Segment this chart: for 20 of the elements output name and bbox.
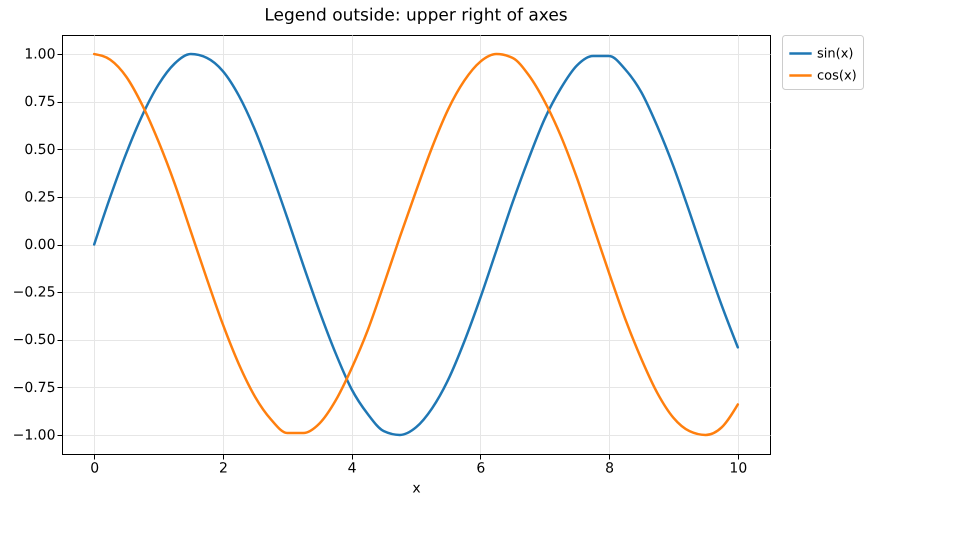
chart-title: Legend outside: upper right of axes bbox=[264, 6, 568, 26]
legend-label: cos(x) bbox=[817, 68, 857, 84]
x-tick-label: 10 bbox=[729, 460, 748, 476]
y-tick-label: 0.25 bbox=[24, 189, 56, 206]
y-tick-label: −0.50 bbox=[12, 332, 56, 348]
line-series bbox=[92, 52, 740, 436]
y-tick-label: 0.75 bbox=[24, 94, 56, 110]
y-tick-label: 0.50 bbox=[24, 142, 56, 158]
x-tick-label: 0 bbox=[90, 460, 100, 476]
y-tick-label: −0.25 bbox=[12, 284, 56, 301]
x-axis-title: x bbox=[412, 480, 421, 496]
x-tick-label: 6 bbox=[476, 460, 486, 476]
legend-label: sin(x) bbox=[817, 46, 854, 62]
y-tick-label: 1.00 bbox=[24, 46, 56, 63]
y-tick-label: −1.00 bbox=[12, 427, 56, 444]
y-tick-label: −0.75 bbox=[12, 380, 56, 396]
x-tick-label: 2 bbox=[218, 460, 228, 476]
x-tick-label: 4 bbox=[348, 460, 357, 476]
x-tick-label: 8 bbox=[605, 460, 614, 476]
y-tick-label: 0.00 bbox=[24, 237, 56, 253]
